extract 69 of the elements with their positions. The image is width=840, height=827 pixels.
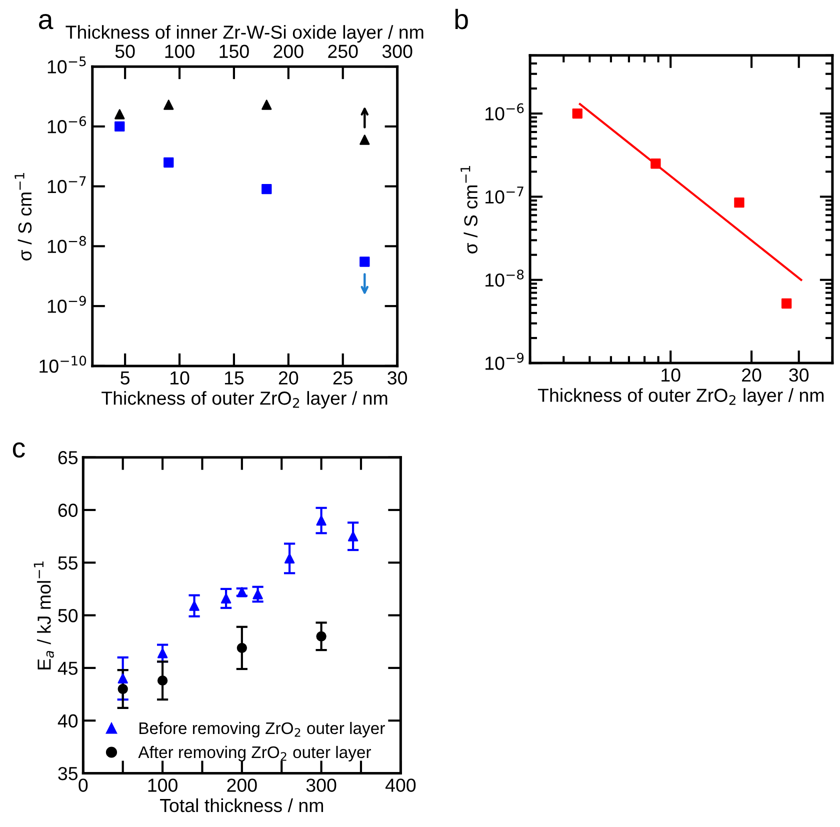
y-tick-label: 10$^{−9}$ bbox=[486, 352, 524, 370]
point bbox=[316, 515, 326, 526]
x-tick-label: 20 bbox=[278, 371, 298, 385]
x2-tick-label: 50 bbox=[115, 44, 135, 58]
y-tick-label: 10$^{−8}$ bbox=[48, 236, 86, 254]
x2-tick-label: 200 bbox=[274, 44, 304, 58]
point bbox=[114, 121, 125, 132]
point bbox=[189, 600, 200, 611]
y-tick-label: 10$^{−10}$ bbox=[40, 356, 86, 373]
x-tick-label: 30 bbox=[388, 371, 408, 385]
text: c bbox=[12, 442, 25, 458]
point bbox=[316, 631, 326, 642]
x2-tick-label: 100 bbox=[165, 44, 194, 58]
point bbox=[118, 684, 128, 694]
y-tick-label: 10$^{−5}$ bbox=[48, 56, 86, 74]
x-tick-label: 30 bbox=[789, 368, 809, 382]
x2-axis-title: Thickness of inner Zr-W-Si oxide layer / nm bbox=[66, 25, 424, 43]
y-tick-label: 60 bbox=[58, 504, 78, 517]
y-tick-label: 55 bbox=[58, 556, 78, 570]
point bbox=[236, 642, 248, 654]
point bbox=[164, 157, 174, 168]
y-tick-label: 45 bbox=[58, 662, 78, 675]
y-axis-title: σ / S cm$^{−1}$ bbox=[14, 173, 32, 260]
x-axis-title: Total thickness / nm bbox=[160, 798, 324, 812]
point bbox=[157, 648, 168, 658]
x-tick-label: 10 bbox=[662, 368, 680, 382]
x-tick-label: 25 bbox=[333, 371, 353, 385]
y-tick-label: 10$^{−6}$ bbox=[486, 103, 524, 120]
point bbox=[164, 100, 174, 110]
point bbox=[348, 531, 358, 542]
point bbox=[157, 675, 168, 686]
x-tick-label: 15 bbox=[224, 371, 244, 385]
y-tick-label: 10$^{−8}$ bbox=[486, 270, 524, 287]
y-tick-label: 40 bbox=[58, 714, 78, 728]
x-tick-label: 300 bbox=[306, 778, 336, 792]
point bbox=[262, 184, 272, 194]
x-tick-label: 200 bbox=[227, 778, 257, 792]
x2-tick-label: 150 bbox=[220, 44, 249, 58]
point bbox=[114, 109, 125, 120]
legend-label: Before removing ZrO$_{2}$ outer layer bbox=[140, 722, 385, 738]
y-tick-label: 35 bbox=[58, 766, 78, 780]
x2-tick-label: 300 bbox=[382, 44, 412, 58]
y-tick-label: 65 bbox=[58, 451, 78, 464]
y-tick-label: 50 bbox=[58, 608, 78, 622]
x-axis-title: Thickness of outer ZrO$_{2}$ layer / nm bbox=[102, 391, 388, 409]
x-tick-label: 20 bbox=[742, 368, 762, 382]
text: b bbox=[455, 8, 468, 30]
legend-label: After removing ZrO$_{2}$ outer layer bbox=[138, 746, 371, 762]
point bbox=[262, 100, 272, 110]
y-tick-label: 10$^{−7}$ bbox=[48, 176, 86, 194]
x-tick-label: 10 bbox=[170, 371, 190, 385]
point bbox=[118, 673, 128, 684]
x-tick-label: 0 bbox=[78, 778, 88, 792]
x2-tick-label: 250 bbox=[328, 44, 358, 58]
point bbox=[220, 593, 232, 604]
text: a bbox=[38, 14, 54, 30]
y-axis-title: E$_{a}$ / kJ mol$^{−1}$ bbox=[34, 562, 54, 670]
y-tick-label: 10$^{−6}$ bbox=[48, 116, 86, 134]
x-axis-title: Thickness of outer ZrO$_{2}$ layer / nm bbox=[538, 388, 824, 406]
x-tick-label: 400 bbox=[385, 778, 416, 792]
point bbox=[252, 589, 263, 600]
x-tick-label: 5 bbox=[120, 371, 130, 385]
y-tick-label: 10$^{−7}$ bbox=[486, 186, 524, 204]
y-axis-title: σ / S cm$^{−1}$ bbox=[460, 166, 478, 254]
y-tick-label: 10$^{−9}$ bbox=[48, 296, 86, 313]
point bbox=[284, 553, 295, 564]
point bbox=[360, 134, 370, 145]
point bbox=[360, 256, 370, 267]
x-tick-label: 100 bbox=[148, 778, 178, 792]
